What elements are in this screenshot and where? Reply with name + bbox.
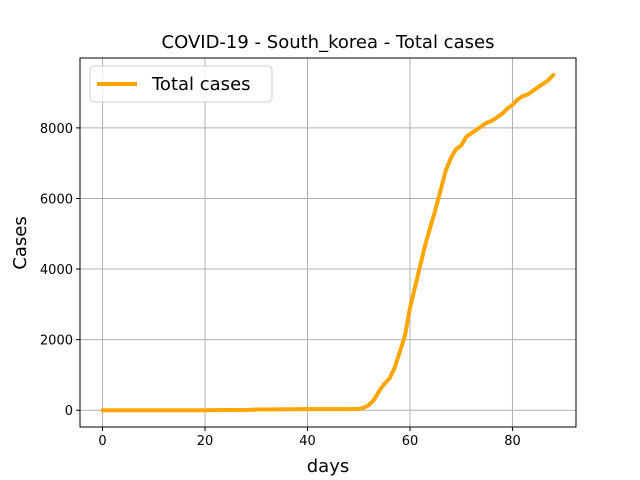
legend: Total cases bbox=[89, 65, 273, 103]
x-tick-label: 40 bbox=[299, 434, 316, 449]
series-layer bbox=[100, 72, 556, 413]
y-axis-label: Cases bbox=[10, 216, 31, 269]
y-tick-label: 6000 bbox=[40, 192, 73, 207]
ticks: 0 20 40 60 80 0 2000 4000 6000 8000 bbox=[40, 122, 521, 449]
x-tick-label: 20 bbox=[197, 434, 214, 449]
x-tick-label: 0 bbox=[98, 434, 106, 449]
x-tick-label: 80 bbox=[504, 434, 521, 449]
plot-frame bbox=[79, 57, 577, 428]
x-axis-label: days bbox=[307, 456, 350, 477]
x-tick-label: 60 bbox=[402, 434, 419, 449]
legend-box bbox=[89, 65, 273, 103]
y-tick-label: 8000 bbox=[40, 122, 73, 137]
series-line-total-cases bbox=[100, 72, 556, 413]
y-tick-label: 0 bbox=[65, 404, 73, 419]
y-tick-label: 2000 bbox=[40, 334, 73, 349]
legend-label-total-cases: Total cases bbox=[151, 74, 251, 95]
chart-title: COVID-19 - South_korea - Total cases bbox=[162, 32, 495, 53]
y-tick-label: 4000 bbox=[40, 263, 73, 278]
